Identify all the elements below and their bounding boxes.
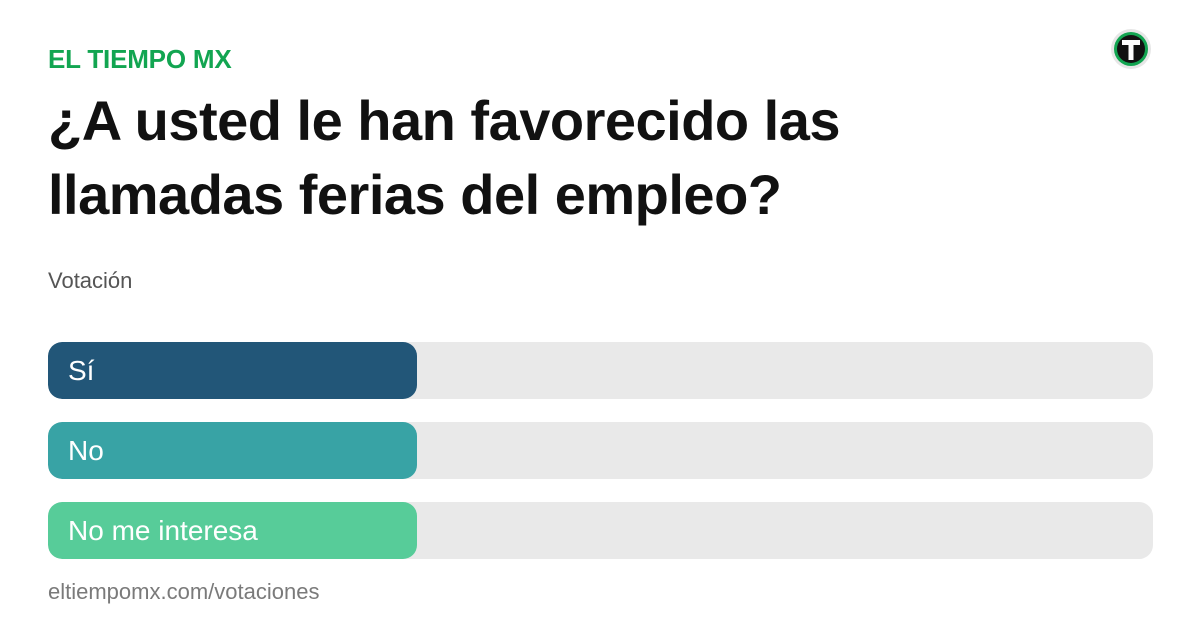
poll-option-no[interactable]: No (48, 422, 1153, 479)
brand-name: EL TIEMPO MX (48, 44, 232, 74)
poll-option-fill (48, 502, 417, 559)
poll-option-no-me-interesa[interactable]: No me interesa (48, 502, 1153, 559)
poll-option-label: No (68, 435, 104, 466)
poll-option-fill (48, 422, 417, 479)
el-tiempo-logo-icon[interactable] (1110, 28, 1152, 70)
poll-option-label: No me interesa (68, 515, 258, 546)
poll-option-si[interactable]: Sí (48, 342, 1153, 399)
poll-subtitle: Votación (48, 268, 133, 293)
poll-options: Sí No No me interesa (48, 342, 1153, 582)
poll-option-fill (48, 342, 417, 399)
poll-option-label: Sí (68, 355, 95, 386)
footer-url[interactable]: eltiempomx.com/votaciones (48, 579, 320, 604)
poll-question: ¿A usted le han favorecido las llamadas … (48, 89, 841, 226)
